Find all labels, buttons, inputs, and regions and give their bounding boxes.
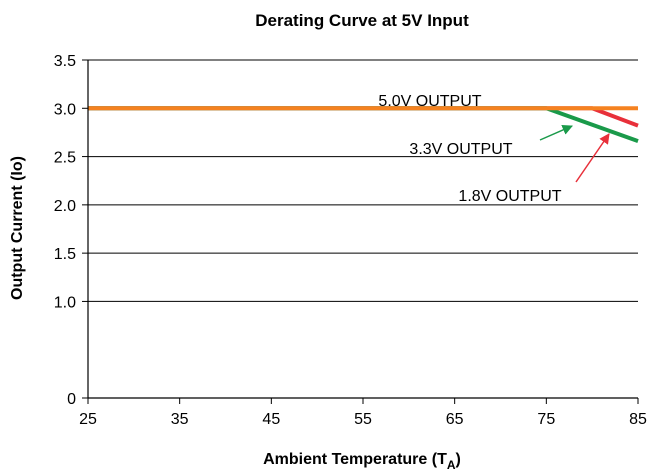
x-tick-label: 25 [79,411,97,428]
x-tick-label: 55 [354,411,372,428]
tick-labels: 0 1.0 1.5 2.0 2.5 3.0 3.5 25 35 45 55 65 75 85 [54,53,647,428]
x-tick-label: 75 [537,411,555,428]
arrow-3v3 [539,124,573,141]
x-tick-label: 45 [262,411,280,428]
annotation-label-2: 1.8V OUTPUT [458,188,561,205]
y-tick-label: 1.5 [54,246,76,263]
y-tick-label: 2.0 [54,198,76,215]
y-tick-label: 3.5 [54,53,76,70]
y-tick-label: 1.0 [54,294,76,311]
annotations: 5.0V OUTPUT 3.3V OUTPUT 1.8V OUTPUT [378,93,610,205]
x-axis-title: Ambient Temperature (TA) [263,451,461,472]
grid-lines [88,59,638,302]
series-line-3-3v-output [88,106,639,144]
arrow-1v8 [575,133,610,183]
y-tick-label: 0 [67,391,76,408]
y-tick-label: 2.5 [54,150,76,167]
x-tick-label: 85 [629,411,647,428]
y-axis-title: Output Current (Io) [9,156,26,300]
y-tick-label: 3.0 [54,101,76,118]
x-tick-label: 65 [446,411,464,428]
x-tick-label: 35 [171,411,189,428]
x-axis-title-main: Ambient Temperature (T [263,451,447,468]
x-axis-title-end: ) [456,451,461,468]
data-series [88,106,639,144]
annotation-label-1: 3.3V OUTPUT [409,141,512,158]
x-axis-title-sub: A [447,458,456,472]
annotation-label-0: 5.0V OUTPUT [378,93,481,110]
chart-title: Derating Curve at 5V Input [255,11,469,30]
